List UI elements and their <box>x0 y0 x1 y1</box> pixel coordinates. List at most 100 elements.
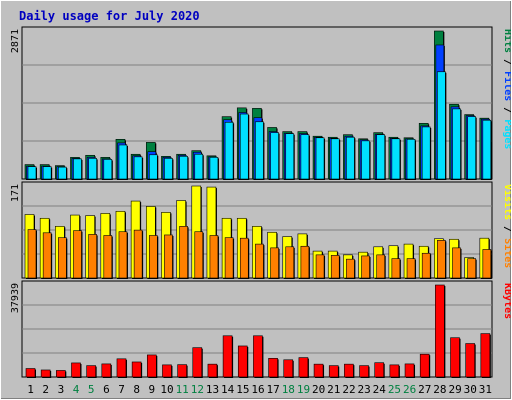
bar-kbytes <box>131 361 142 378</box>
bar-kbytes <box>116 358 127 378</box>
bar-kbytes <box>253 335 263 378</box>
bar-sites <box>330 255 340 279</box>
bar-pages <box>421 126 431 180</box>
bar-sites <box>452 247 461 279</box>
bar-kbytes <box>25 368 36 378</box>
bar-sites <box>224 237 234 279</box>
bar-pages <box>391 138 401 180</box>
x-tick-label: 2 <box>42 383 49 396</box>
chart-title: Daily usage for July 2020 <box>19 9 200 23</box>
bar-sites <box>58 237 67 279</box>
legend-separator: / <box>502 220 511 238</box>
legend-entry: Visits <box>502 184 511 220</box>
bar-pages <box>452 108 461 180</box>
x-tick-label: 4 <box>73 383 80 396</box>
bar-pages <box>482 119 492 180</box>
bar-kbytes <box>162 364 172 378</box>
legend-separator: / <box>502 53 511 71</box>
bar-kbytes <box>222 335 233 378</box>
x-tick-label: 17 <box>267 383 280 396</box>
legend-panel-3: KBytes <box>502 283 511 319</box>
x-tick-label: 13 <box>206 383 219 396</box>
bar-pages <box>361 140 370 180</box>
bar-pages <box>239 113 249 180</box>
bar-pages <box>376 134 386 180</box>
legend-entry: KBytes <box>502 283 511 319</box>
bar-sites <box>391 258 401 279</box>
bar-sites <box>285 246 295 279</box>
x-tick-label: 29 <box>448 383 461 396</box>
bar-kbytes <box>86 365 96 378</box>
bar-kbytes <box>56 370 66 378</box>
x-tick-label: 15 <box>236 383 249 396</box>
bar-kbytes <box>40 369 51 378</box>
bar-pages <box>88 158 97 180</box>
bar-kbytes <box>419 353 430 378</box>
x-tick-label: 24 <box>373 383 387 396</box>
x-tick-label: 16 <box>251 383 264 396</box>
x-tick-label: 31 <box>479 383 492 396</box>
bar-sites <box>133 229 143 279</box>
x-tick-label: 26 <box>403 383 416 396</box>
bar-sites <box>73 230 82 279</box>
x-tick-label: 19 <box>297 383 310 396</box>
bar-sites <box>42 232 52 279</box>
bar-kbytes <box>298 357 309 378</box>
bar-sites <box>482 249 492 279</box>
x-tick-label: 27 <box>418 383 431 396</box>
bar-kbytes <box>328 365 339 378</box>
x-tick-label: 22 <box>342 383 355 396</box>
x-tick-label: 1 <box>27 383 34 396</box>
bar-sites <box>209 235 219 279</box>
bar-sites <box>376 254 386 279</box>
bar-kbytes <box>480 333 491 378</box>
x-tick-label: 30 <box>464 383 477 396</box>
x-tick-label: 25 <box>388 383 401 396</box>
x-tick-label: 18 <box>282 383 295 396</box>
bar-sites <box>406 258 416 279</box>
bar-kbytes <box>313 363 324 378</box>
y-max-label: 37939 <box>10 283 21 313</box>
bar-pages <box>437 71 446 180</box>
x-tick-label: 9 <box>149 383 156 396</box>
x-tick-label: 11 <box>176 383 189 396</box>
bar-kbytes <box>71 362 81 378</box>
bar-pages <box>209 157 219 180</box>
bar-pages <box>58 166 67 180</box>
x-tick-label: 21 <box>327 383 340 396</box>
bar-kbytes <box>359 365 369 378</box>
bar-sites <box>421 252 431 279</box>
bar-kbytes <box>268 358 278 378</box>
bar-kbytes <box>404 363 415 378</box>
bar-pages <box>346 136 355 180</box>
bar-kbytes <box>207 363 218 378</box>
bar-sites <box>88 234 97 279</box>
bar-sites <box>27 229 37 279</box>
bar-pages <box>179 156 188 180</box>
legend-entry: Pages <box>502 119 511 149</box>
bar-kbytes <box>465 343 475 378</box>
bar-kbytes <box>101 363 112 378</box>
bar-pages <box>330 138 340 180</box>
bar-pages <box>73 158 82 180</box>
bar-pages <box>467 116 476 180</box>
bar-sites <box>361 255 370 279</box>
bar-kbytes <box>435 284 445 378</box>
x-tick-label: 23 <box>358 383 371 396</box>
bar-sites <box>118 231 128 279</box>
x-tick-label: 14 <box>221 383 235 396</box>
bar-pages <box>300 134 310 180</box>
bar-sites <box>164 234 173 279</box>
x-tick-label: 10 <box>160 383 173 396</box>
bar-pages <box>118 144 128 180</box>
bar-sites <box>315 254 325 279</box>
bar-kbytes <box>192 347 203 378</box>
x-tick-label: 12 <box>191 383 204 396</box>
bar-sites <box>270 247 279 279</box>
x-tick-label: 3 <box>58 383 65 396</box>
bar-pages <box>42 166 52 180</box>
x-tick-label: 20 <box>312 383 325 396</box>
bar-pages <box>255 121 264 180</box>
